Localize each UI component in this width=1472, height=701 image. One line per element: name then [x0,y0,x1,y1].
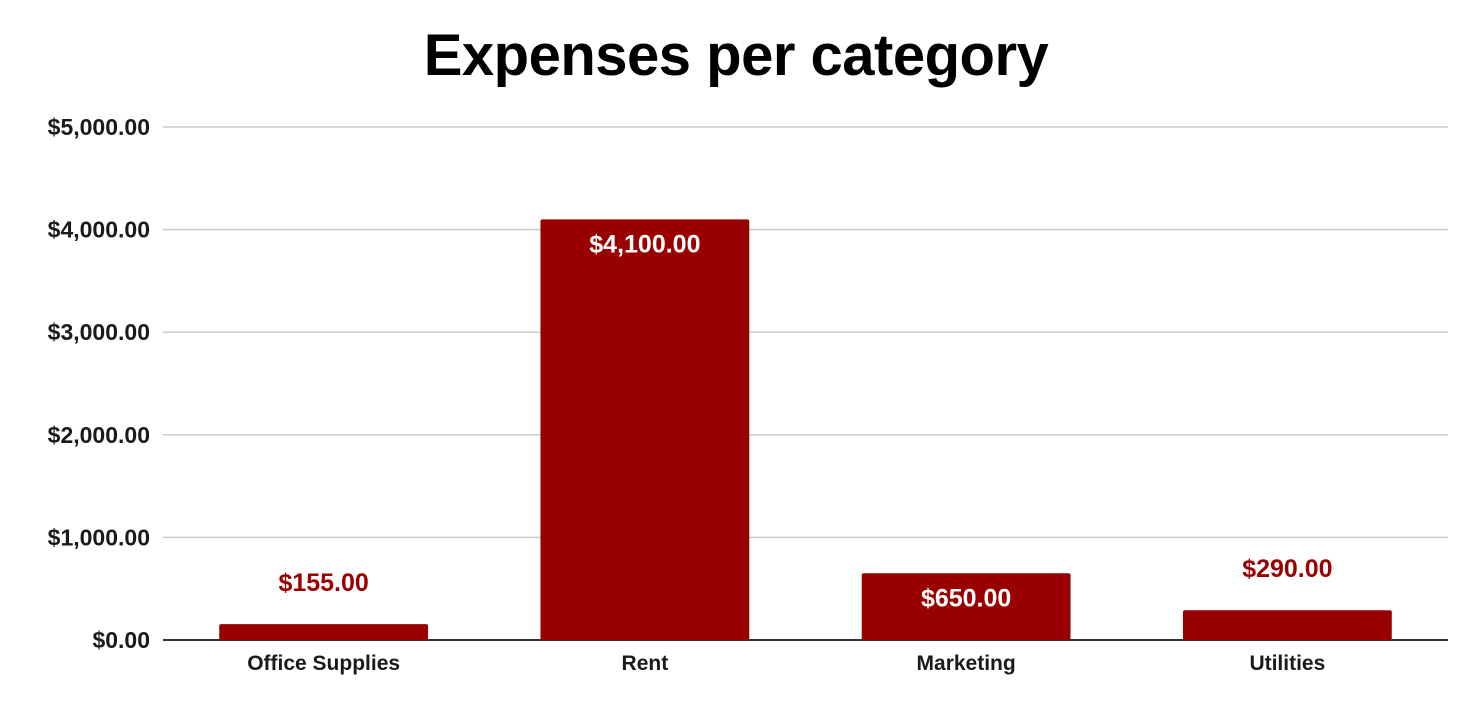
data-label: $155.00 [278,569,368,597]
data-label: $4,100.00 [589,230,700,258]
y-tick-label: $0.00 [92,627,150,653]
y-axis-ticks: $0.00 $1,000.00 $2,000.00 $3,000.00 $4,000.0… [48,114,150,653]
y-tick-label: $1,000.00 [48,524,150,550]
data-label: $290.00 [1242,555,1332,583]
bar-office-supplies [219,624,429,640]
x-tick-label: Office Supplies [247,652,400,675]
x-tick-label: Marketing [917,652,1016,675]
x-tick-label: Rent [622,652,669,675]
y-tick-label: $2,000.00 [48,422,150,448]
y-tick-label: $4,000.00 [48,217,150,243]
data-labels: $155.00 $4,100.00 $650.00 $290.00 [278,230,1332,612]
bars [219,219,1392,640]
x-axis-ticks: Office Supplies Rent Marketing Utilities [247,652,1325,675]
bar-marketing [861,573,1071,640]
data-label: $650.00 [921,584,1011,612]
bar-utilities [1182,610,1392,640]
chart-title: Expenses per category [423,23,1049,88]
x-tick-label: Utilities [1249,652,1325,675]
bar-rent [540,219,750,640]
y-tick-label: $5,000.00 [48,114,150,140]
y-tick-label: $3,000.00 [48,319,150,345]
